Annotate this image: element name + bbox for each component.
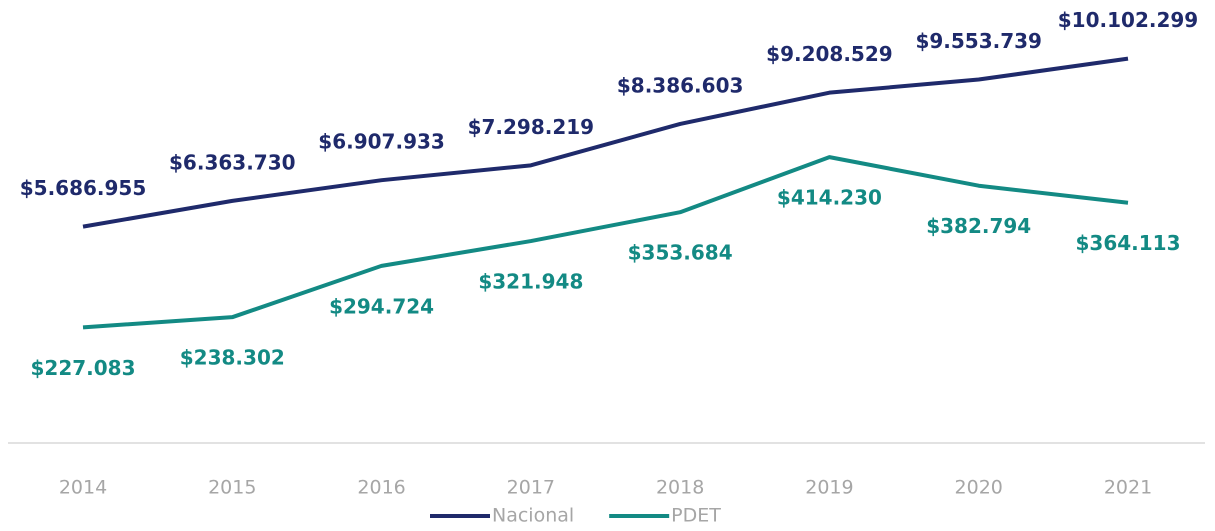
legend-label: Nacional	[492, 505, 574, 527]
data-label: $6.907.933	[318, 130, 445, 154]
x-tick-label: 2016	[357, 477, 405, 499]
x-tick-label: 2017	[507, 477, 555, 499]
data-label: $8.386.603	[617, 73, 744, 97]
x-tick-label: 2020	[955, 477, 1003, 499]
x-tick-label: 2014	[59, 477, 107, 499]
x-tick-label: 2021	[1104, 477, 1152, 499]
data-label: $7.298.219	[468, 115, 595, 139]
data-label: $382.794	[926, 214, 1031, 238]
legend-label: PDET	[671, 505, 721, 527]
data-label: $6.363.730	[169, 150, 296, 174]
data-label: $294.724	[329, 294, 434, 318]
x-tick-label: 2019	[805, 477, 853, 499]
data-label: $321.948	[478, 270, 583, 294]
data-label: $9.553.739	[915, 29, 1042, 53]
data-label: $353.684	[628, 241, 733, 265]
data-label: $364.113	[1075, 231, 1180, 255]
series-line	[82, 155, 1129, 330]
data-label: $238.302	[180, 346, 285, 370]
data-label: $227.083	[30, 356, 135, 380]
x-tick-label: 2015	[208, 477, 256, 499]
data-label: $10.102.299	[1058, 8, 1198, 32]
data-label: $414.230	[777, 186, 882, 210]
series-line	[82, 56, 1129, 229]
data-label: $9.208.529	[766, 42, 893, 66]
x-tick-label: 2018	[656, 477, 704, 499]
data-label: $5.686.955	[20, 176, 147, 200]
